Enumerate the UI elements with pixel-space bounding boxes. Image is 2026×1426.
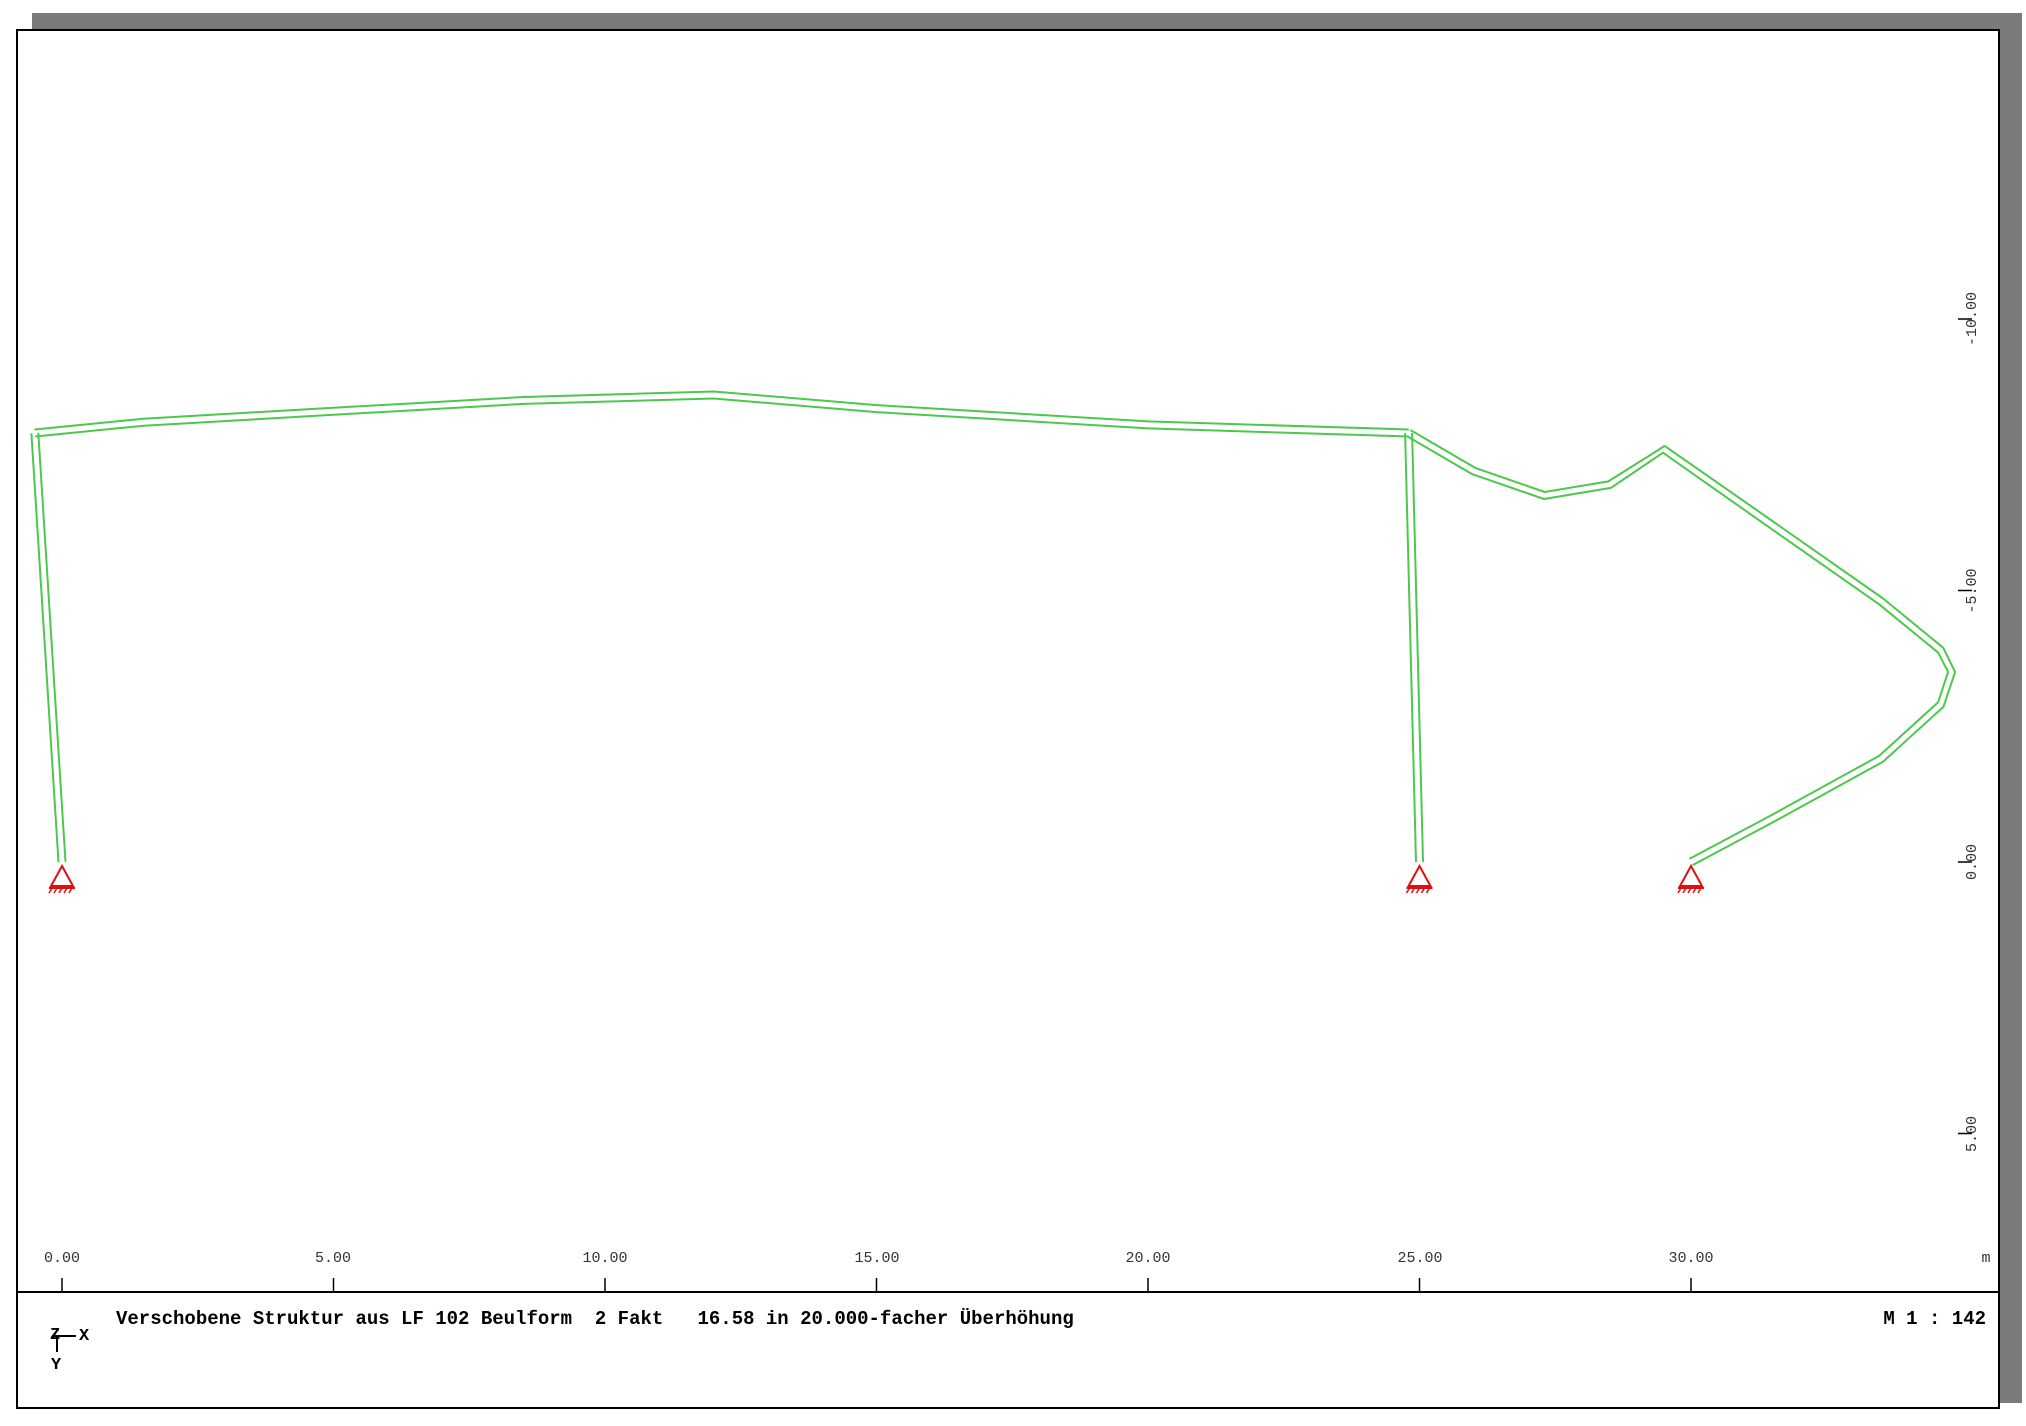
- coordinate-system-icon: Z X Y: [50, 1326, 90, 1375]
- drawing-sheet: [16, 29, 2000, 1409]
- x-tick-label-6: 30.00: [1668, 1250, 1713, 1267]
- supports: [48, 863, 1704, 894]
- axis-x-label: X: [79, 1327, 90, 1346]
- y-tick-label-2: 0.00: [1964, 844, 1981, 880]
- x-tick-label-1: 5.00: [315, 1250, 351, 1267]
- member-middle-column: [1404, 432, 1424, 863]
- member-edge: [30, 433, 60, 863]
- y-tick-label-1: -5.00: [1964, 568, 1981, 613]
- support-icon: [48, 863, 75, 894]
- member-edge: [1404, 433, 1417, 863]
- x-tick-label-2: 10.00: [582, 1250, 627, 1267]
- x-tick-label-3: 15.00: [854, 1250, 899, 1267]
- axis-y-label: Y: [51, 1356, 62, 1375]
- member-edge: [1406, 435, 1950, 860]
- support-icon: [1405, 863, 1433, 894]
- x-tick-label-0: 0.00: [44, 1250, 80, 1267]
- x-axis: 0.00 5.00 10.00 15.00 20.00 25.00 30.00 …: [44, 1250, 1991, 1292]
- x-tick-label-5: 25.00: [1397, 1250, 1442, 1267]
- x-tick-label-4: 20.00: [1125, 1250, 1170, 1267]
- member-edge: [37, 432, 67, 862]
- member-edge: [34, 390, 1409, 431]
- drawing-caption: Verschobene Struktur aus LF 102 Beulform…: [116, 1308, 1074, 1330]
- scale-label: M 1 : 142: [1883, 1308, 1986, 1330]
- axis-z-label: Z: [50, 1326, 60, 1345]
- support-icon: [1677, 863, 1704, 894]
- member-edge: [35, 397, 1409, 438]
- member-right-arch: [1406, 429, 1957, 866]
- deformed-structure: [30, 390, 1957, 866]
- y-tick-label-0: -10.00: [1964, 292, 1981, 346]
- member-edge: [1411, 432, 1424, 862]
- x-axis-unit: m: [1981, 1250, 1990, 1267]
- y-axis: -10.00 -5.00 0.00 5.00: [1958, 292, 1981, 1152]
- y-tick-label-3: 5.00: [1964, 1116, 1981, 1152]
- member-edge: [1409, 429, 1957, 866]
- member-roof-beam: [34, 390, 1409, 438]
- member-left-column: [30, 432, 67, 863]
